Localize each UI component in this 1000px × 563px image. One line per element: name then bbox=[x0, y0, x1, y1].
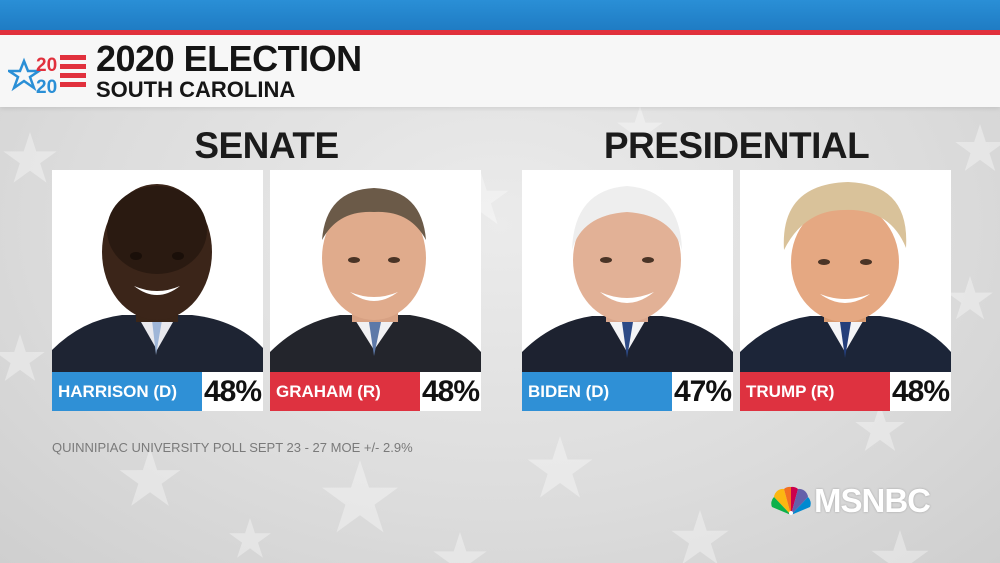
network-name: MSNBC bbox=[814, 482, 931, 519]
candidate-card-harrison: HARRISON (D) 48% bbox=[52, 170, 263, 411]
logo-text-bottom: 20 bbox=[36, 77, 57, 98]
candidate-name-graham: GRAHAM (R) bbox=[270, 372, 420, 411]
page-subtitle: SOUTH CAROLINA bbox=[96, 77, 296, 102]
portrait-harrison bbox=[52, 170, 263, 372]
portrait-trump bbox=[740, 170, 951, 372]
section-title-senate: SENATE bbox=[194, 125, 339, 166]
header: 20 20 2020 ELECTION SOUTH CAROLINA bbox=[0, 35, 1000, 107]
candidate-card-biden: BIDEN (D) 47% bbox=[522, 170, 733, 411]
page-title: 2020 ELECTION bbox=[96, 38, 362, 79]
candidate-name-biden: BIDEN (D) bbox=[522, 372, 672, 411]
candidate-name-harrison: HARRISON (D) bbox=[52, 372, 202, 411]
poll-source-note: QUINNIPIAC UNIVERSITY POLL SEPT 23 - 27 … bbox=[52, 440, 413, 455]
election-2020-logo: 20 20 bbox=[8, 55, 86, 98]
candidate-percent-biden: 47% bbox=[672, 372, 733, 411]
network-logo: MSNBC bbox=[770, 483, 960, 519]
candidate-percent-trump: 48% bbox=[890, 372, 951, 411]
section-title-presidential: PRESIDENTIAL bbox=[603, 125, 870, 166]
candidate-name-trump: TRUMP (R) bbox=[740, 372, 890, 411]
red-stripe bbox=[0, 30, 1000, 35]
logo-text-top: 20 bbox=[36, 55, 57, 76]
candidate-percent-harrison: 48% bbox=[202, 372, 263, 411]
peacock-icon bbox=[771, 486, 811, 515]
top-color-band bbox=[0, 0, 1000, 30]
candidate-card-trump: TRUMP (R) 48% bbox=[740, 170, 951, 411]
portrait-graham bbox=[270, 170, 481, 372]
portrait-biden bbox=[522, 170, 733, 372]
candidate-card-graham: GRAHAM (R) 48% bbox=[270, 170, 481, 411]
candidate-percent-graham: 48% bbox=[420, 372, 481, 411]
